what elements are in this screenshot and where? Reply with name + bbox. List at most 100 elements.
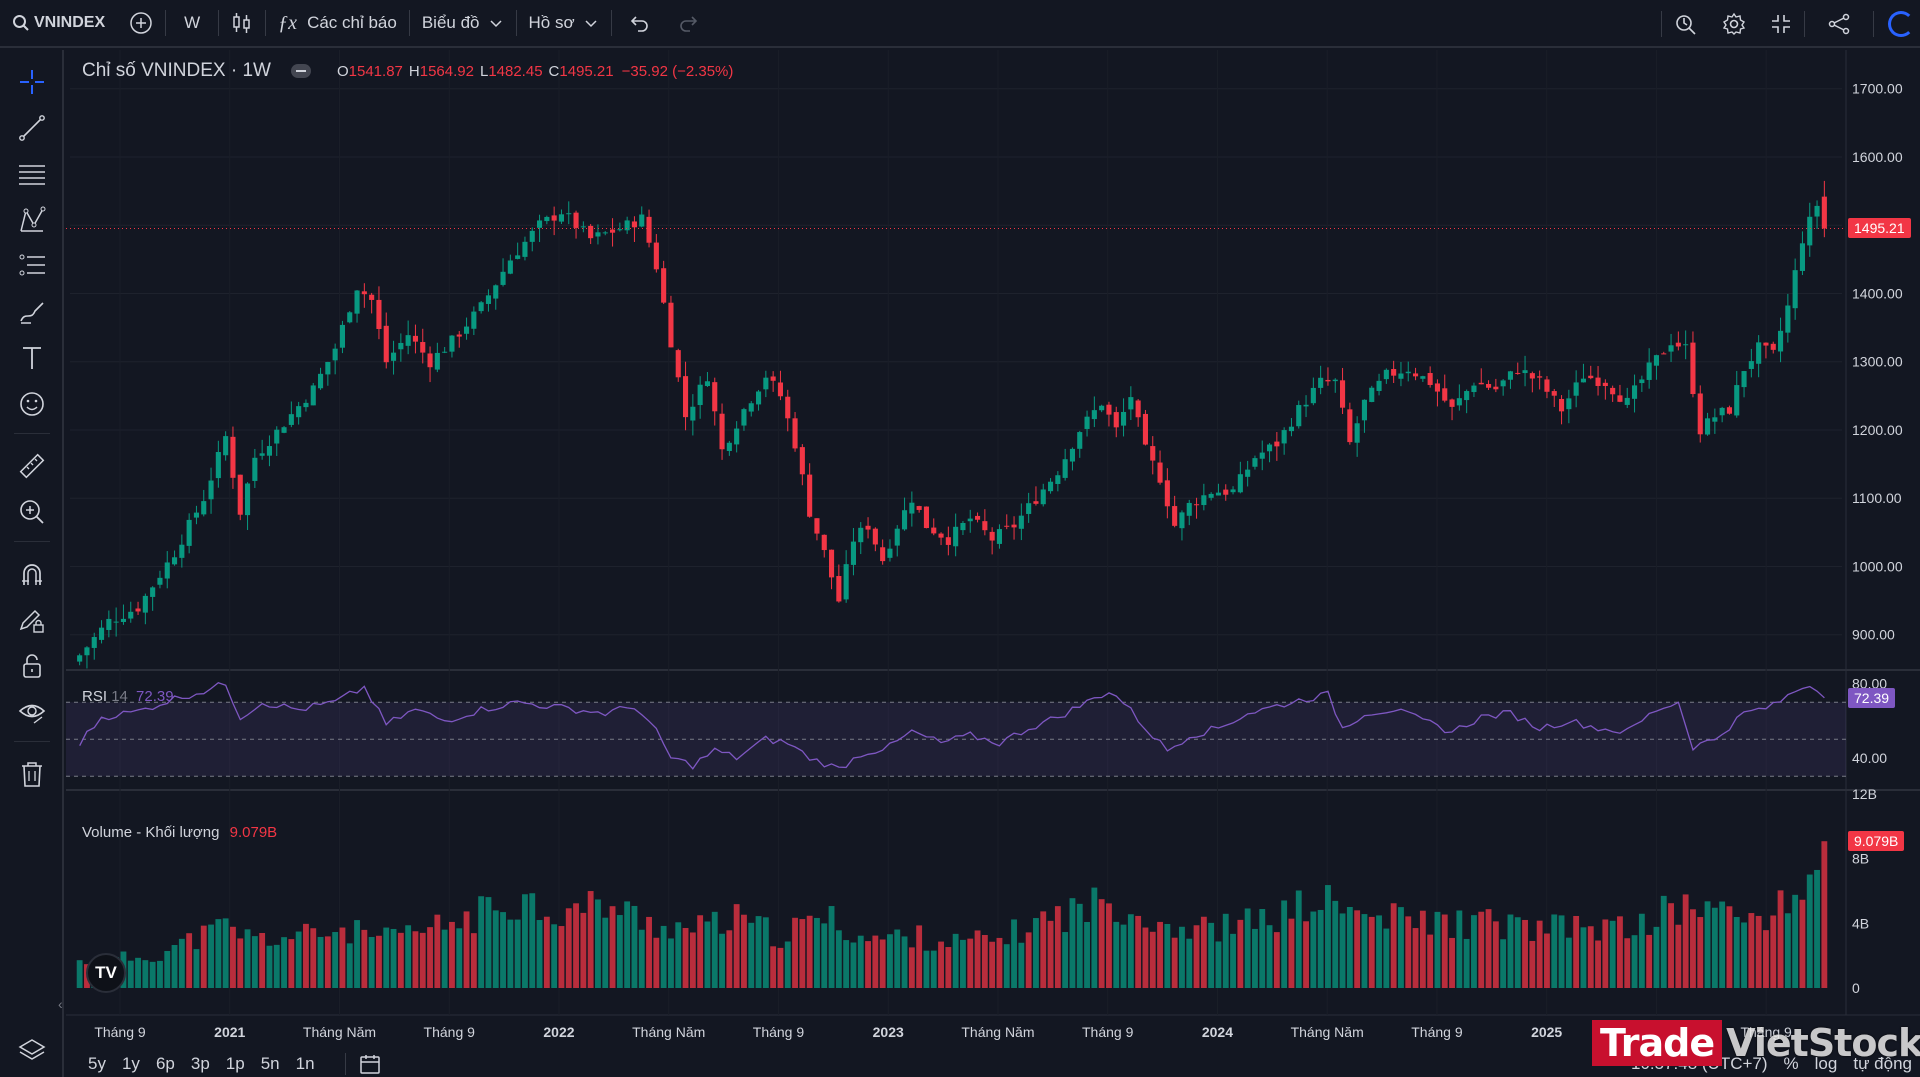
- rsi-tick-label: 80.00: [1852, 676, 1887, 692]
- zoom-tool[interactable]: [12, 492, 52, 532]
- volume-bar: [1376, 915, 1382, 988]
- hide-drawings-tool[interactable]: [12, 692, 52, 732]
- candle-body: [215, 452, 221, 479]
- last-price-tag: 1495.21: [1848, 218, 1911, 239]
- range-5d[interactable]: 5n: [260, 1053, 280, 1073]
- candle-body: [142, 595, 148, 613]
- volume-bar: [1617, 916, 1623, 988]
- volume-bar: [748, 922, 755, 988]
- range-5y[interactable]: 5y: [88, 1053, 106, 1073]
- interval-button[interactable]: W: [184, 13, 201, 32]
- candle-body: [281, 427, 287, 433]
- top-toolbar: VNINDEX W ƒx Các chỉ báo Biểu đồ Hồ sơ: [0, 0, 1920, 48]
- crosshair-tool[interactable]: [12, 62, 52, 102]
- toolbar-divider: [14, 433, 50, 434]
- volume-bar: [186, 933, 193, 988]
- unlock-icon: [23, 654, 41, 678]
- keep-drawing-tool[interactable]: [12, 600, 52, 640]
- toolbar-divider: [515, 10, 517, 36]
- collapse-panel-arrow[interactable]: ‹: [58, 996, 63, 1012]
- range-1d[interactable]: 1n: [295, 1053, 315, 1073]
- candle-body: [1719, 407, 1725, 416]
- range-1m[interactable]: 1p: [225, 1053, 245, 1073]
- candle-body: [1646, 362, 1652, 380]
- object-tree-button[interactable]: [12, 1030, 52, 1070]
- volume-bar: [616, 915, 623, 988]
- low-label: L: [479, 62, 489, 80]
- candle-body: [1266, 444, 1273, 452]
- volume-bar: [1120, 924, 1127, 988]
- range-3m[interactable]: 3p: [190, 1053, 210, 1073]
- share-button[interactable]: [1805, 0, 1873, 48]
- candle-body: [1588, 375, 1594, 379]
- candle-body: [150, 587, 156, 597]
- rsi-label[interactable]: RSI: [82, 688, 108, 705]
- quick-search-button[interactable]: [1662, 0, 1710, 48]
- candle-body: [536, 220, 543, 228]
- indicators-button[interactable]: ƒx Các chỉ báo: [266, 0, 409, 47]
- emoji-tool[interactable]: [12, 384, 52, 424]
- chart-type-button[interactable]: [219, 0, 265, 47]
- legend-menu-icon[interactable]: [290, 64, 311, 78]
- candle-body: [1814, 205, 1820, 217]
- crosshair-icon: [20, 70, 44, 94]
- time-tick-label: Tháng Năm: [632, 1024, 705, 1040]
- volume-bar: [887, 934, 893, 988]
- candle-body: [1303, 404, 1309, 407]
- candle-body: [1084, 416, 1090, 429]
- volume-bar: [346, 943, 353, 988]
- tradingview-logo[interactable]: TV: [86, 953, 126, 993]
- volume-bar: [1383, 928, 1390, 988]
- profile-menu-button[interactable]: Hồ sơ: [517, 0, 611, 47]
- settings-button[interactable]: [1710, 0, 1758, 48]
- chevron-down-icon: [489, 20, 502, 28]
- log-toggle[interactable]: log: [1814, 1053, 1838, 1073]
- chart-canvas[interactable]: 1700.001600.001500.001400.001300.001200.…: [66, 50, 1920, 1050]
- volume-bar: [967, 938, 974, 988]
- volume-value-tag: 9.079B: [1848, 831, 1905, 852]
- volume-bar: [456, 928, 463, 988]
- symbol-search-button[interactable]: VNINDEX: [0, 0, 117, 47]
- ruler-tool[interactable]: [12, 446, 52, 486]
- percent-toggle[interactable]: %: [1783, 1053, 1799, 1073]
- candle-body: [478, 302, 484, 312]
- text-tool[interactable]: [12, 338, 52, 378]
- go-to-date-button[interactable]: [344, 1052, 346, 1075]
- lock-drawings-tool[interactable]: [12, 646, 52, 686]
- profile-menu-label: Hồ sơ: [528, 13, 575, 32]
- low-value: 1482.45: [488, 62, 543, 80]
- account-button[interactable]: [1874, 0, 1920, 48]
- volume-bar: [770, 946, 777, 988]
- volume-bar: [799, 919, 806, 988]
- candle-body: [588, 225, 594, 239]
- fib-tool[interactable]: [12, 246, 52, 286]
- trend-line-tool[interactable]: [12, 108, 52, 148]
- chart-menu-button[interactable]: Biểu đồ: [410, 0, 516, 47]
- volume-bar: [1609, 920, 1616, 988]
- range-1y[interactable]: 1y: [121, 1053, 140, 1073]
- brush-tool[interactable]: [12, 292, 52, 332]
- horizontal-lines-tool[interactable]: [12, 154, 52, 194]
- candle-body: [712, 382, 718, 412]
- indicators-label: Các chỉ báo: [307, 13, 397, 32]
- magnet-tool[interactable]: [12, 554, 52, 594]
- undo-button[interactable]: [612, 0, 666, 47]
- candle-body: [354, 290, 360, 314]
- volume-bar: [1624, 938, 1631, 988]
- range-6m[interactable]: 6p: [155, 1053, 175, 1073]
- calendar-icon[interactable]: [358, 1052, 382, 1076]
- pattern-tool[interactable]: [12, 200, 52, 240]
- volume-bar: [259, 932, 266, 988]
- remove-drawings-tool[interactable]: [12, 754, 52, 794]
- volume-bar: [1098, 899, 1105, 988]
- series-title[interactable]: Chỉ số VNINDEX · 1W: [82, 60, 271, 81]
- candle-body: [938, 533, 944, 538]
- candle-body: [208, 480, 214, 500]
- fullscreen-button[interactable]: [1758, 0, 1804, 48]
- compare-symbol-button[interactable]: [117, 0, 165, 47]
- volume-bar: [1792, 894, 1799, 988]
- candle-body: [1245, 469, 1251, 477]
- redo-button[interactable]: [666, 0, 712, 47]
- auto-scale-toggle[interactable]: tự động: [1853, 1053, 1912, 1073]
- volume-label[interactable]: Volume - Khối lượng: [82, 824, 220, 841]
